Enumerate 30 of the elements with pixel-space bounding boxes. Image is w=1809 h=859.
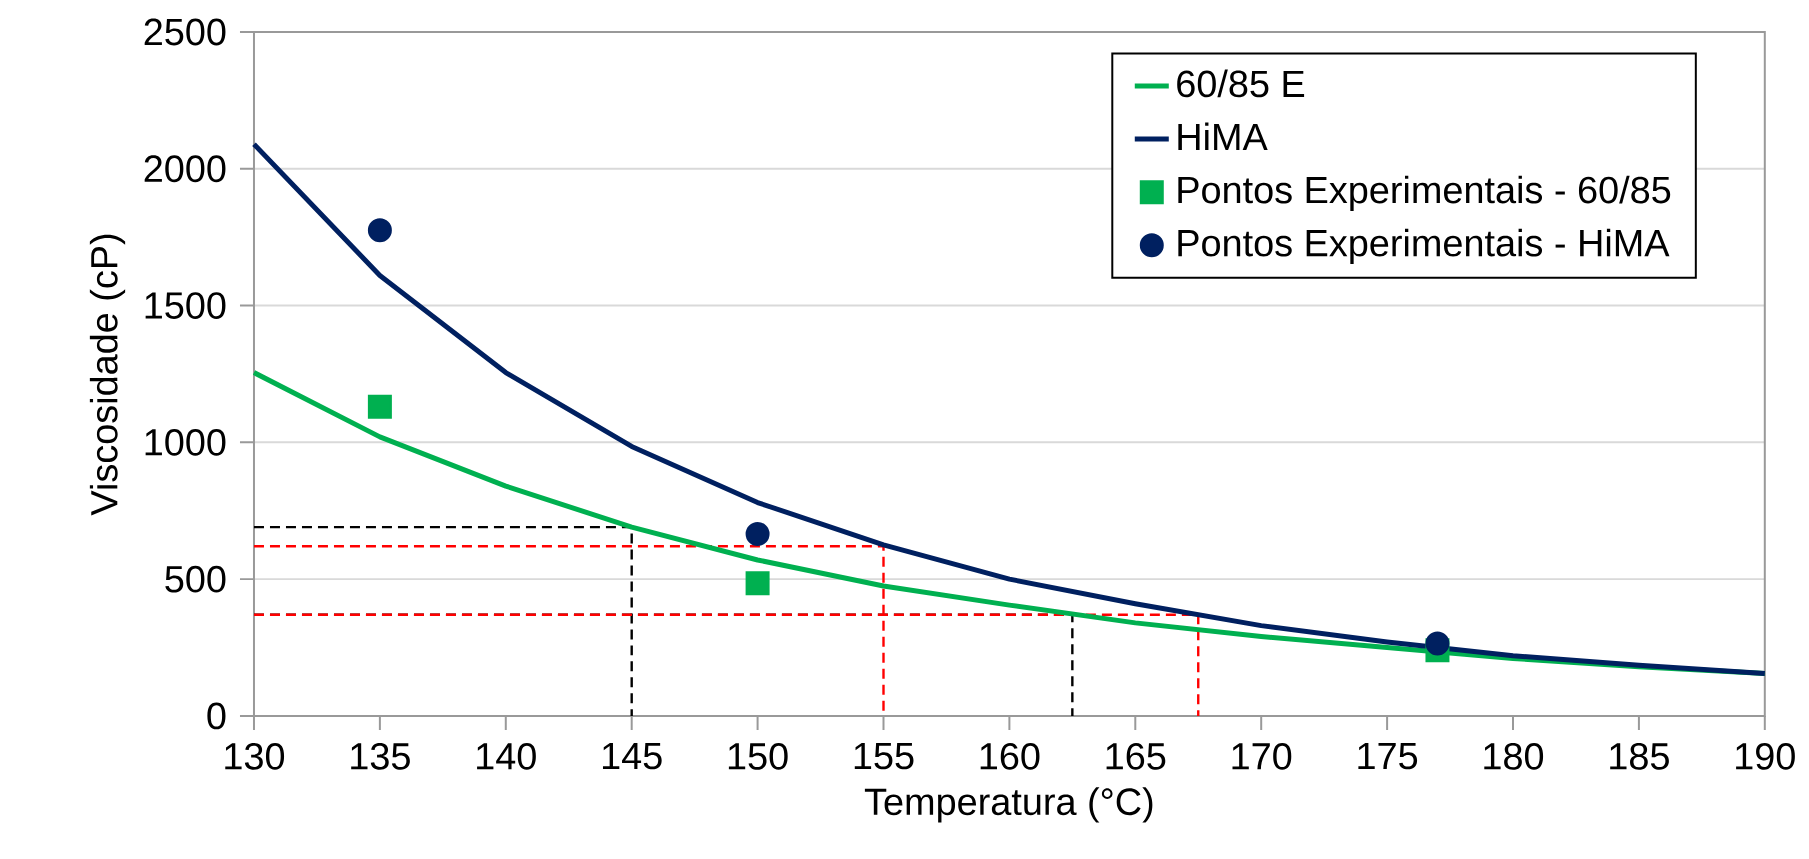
point xyxy=(745,522,770,547)
y-tick-label: 500 xyxy=(165,565,226,593)
x-tick-label: 130 xyxy=(225,742,285,770)
x-axis-title: Temperatura (°C) xyxy=(864,787,1153,823)
legend-label: Pontos Experimentais - HiMA xyxy=(1178,228,1670,265)
point xyxy=(367,394,392,419)
point xyxy=(367,218,392,243)
y-axis-title: Viscosidade (cP) xyxy=(89,234,126,516)
x-tick-label: 145 xyxy=(602,742,662,770)
legend-label: Pontos Experimentais - 60/85 xyxy=(1178,175,1671,211)
x-tick-label: 155 xyxy=(854,742,914,770)
point xyxy=(1425,631,1450,656)
x-tick-label: 165 xyxy=(1106,742,1166,770)
y-tick-label: 2500 xyxy=(144,18,226,46)
x-tick-label: 135 xyxy=(351,742,410,770)
y-tick-label: 1500 xyxy=(145,292,226,320)
x-tick-label: 190 xyxy=(1736,742,1795,770)
x-tick-label: 160 xyxy=(980,742,1040,770)
legend-label: HiMA xyxy=(1178,122,1268,151)
x-tick-label: 180 xyxy=(1484,742,1544,770)
point xyxy=(745,571,770,596)
legend-label: 60/85 E xyxy=(1177,69,1305,98)
x-tick-label: 175 xyxy=(1358,742,1418,770)
y-tick-label: 1000 xyxy=(145,428,226,456)
x-tick-label: 150 xyxy=(728,742,788,770)
y-tick-label: 2000 xyxy=(144,155,226,183)
x-tick-label: 170 xyxy=(1232,742,1292,770)
x-tick-label: 140 xyxy=(477,742,536,770)
y-tick-label: 0 xyxy=(207,702,226,730)
x-tick-label: 185 xyxy=(1610,742,1669,770)
